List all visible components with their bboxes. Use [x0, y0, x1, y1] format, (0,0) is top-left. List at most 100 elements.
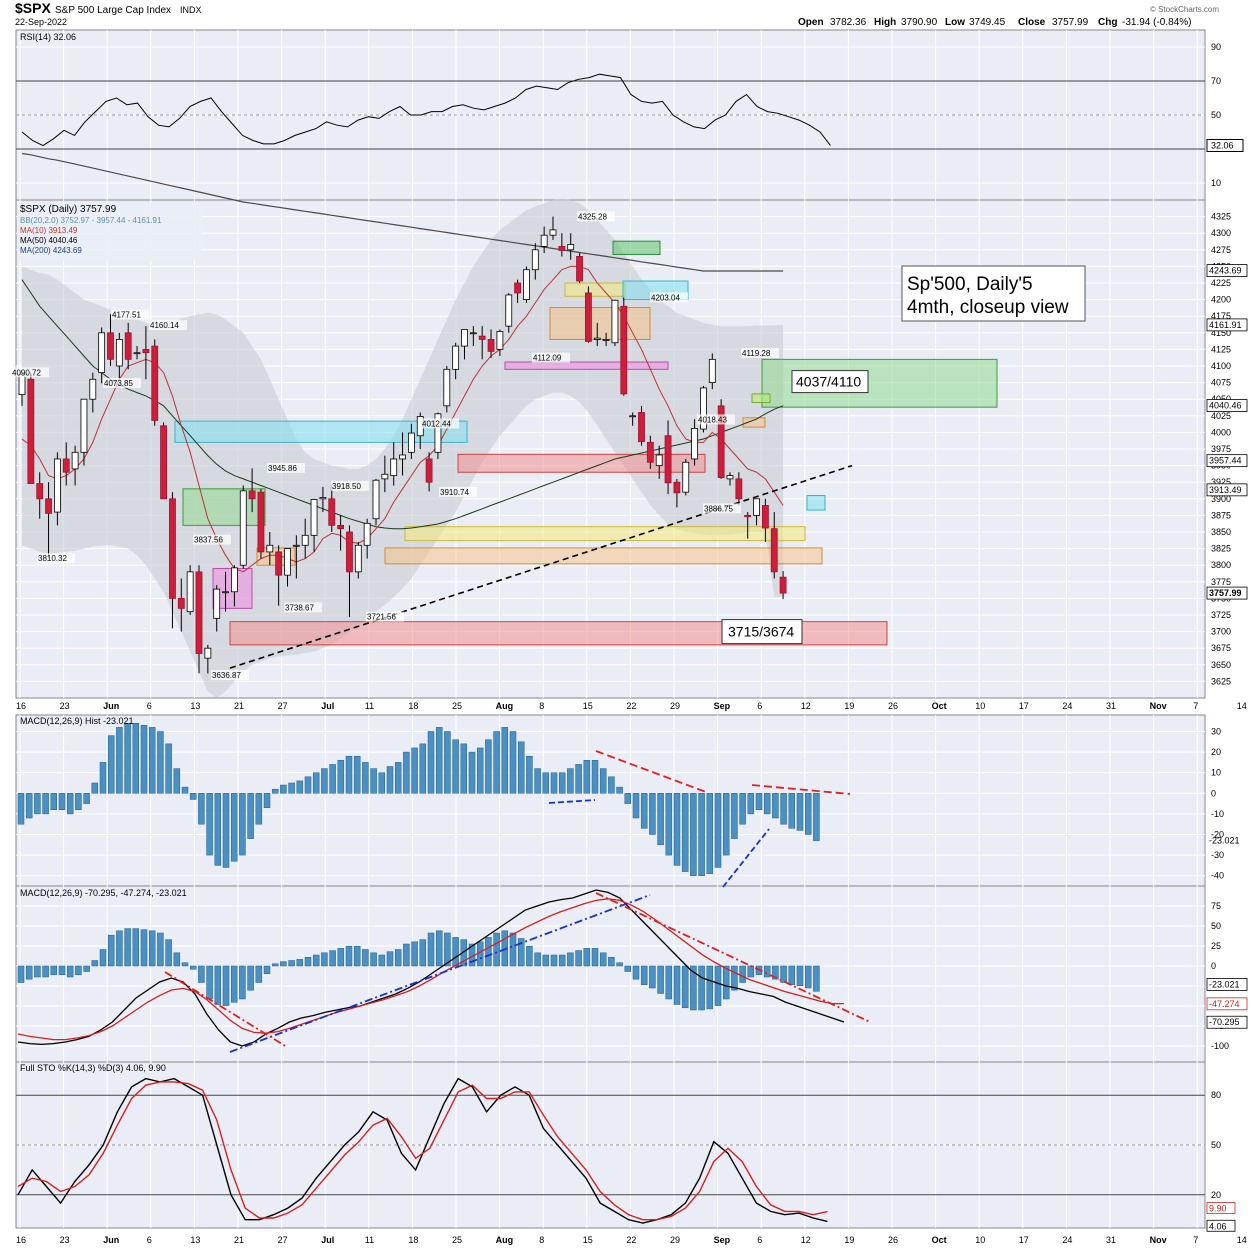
- macd-embedded-bar: [345, 945, 353, 967]
- macd-hist-bar: [690, 793, 697, 876]
- y-tick-label: 4025: [1211, 411, 1231, 421]
- x-tick-label: Nov: [1150, 1235, 1167, 1245]
- x-tick-label: 17: [1019, 701, 1029, 711]
- macd-hist-bar: [796, 793, 804, 831]
- macd_hist-background: [15, 714, 1206, 887]
- macd-embedded-bar: [280, 961, 287, 967]
- macd-embedded-bar: [124, 928, 131, 967]
- macd-hist-bar: [476, 747, 484, 794]
- price-annotation: 3945.86: [268, 464, 297, 473]
- y-tick-label: 4175: [1211, 311, 1231, 321]
- macd-hist-bar: [665, 793, 673, 856]
- macd-embedded-bar: [411, 941, 418, 967]
- candle-body: [407, 432, 415, 453]
- legend-entry: MA(10) 3913.49: [20, 226, 78, 235]
- macd-embedded-bar: [804, 965, 812, 989]
- price-annotation: 3886.75: [704, 504, 733, 513]
- macd-value-label: -47.274: [1209, 999, 1240, 1009]
- sto-value-tag: [1206, 1202, 1236, 1214]
- low-label: Low: [945, 17, 965, 28]
- macd-embedded-bar: [17, 965, 25, 983]
- macd-hist-bar: [83, 793, 90, 804]
- zone-yellow: [404, 526, 806, 542]
- macd-embedded-bar: [772, 965, 779, 980]
- macd-hist-bar: [280, 784, 287, 794]
- candle-body: [177, 598, 185, 609]
- x-tick-label: Oct: [932, 1235, 947, 1245]
- rsi-title: RSI(14) 32.06: [20, 32, 76, 42]
- macd-hist-bar: [558, 772, 566, 794]
- macd-hist-bar: [255, 793, 263, 825]
- macd-embedded-bar: [288, 960, 295, 967]
- price-annotation-bg: [577, 211, 615, 222]
- macd-hist-bar: [353, 755, 361, 794]
- macd-embedded-bar: [50, 965, 58, 976]
- y-tick-label: 3800: [1211, 560, 1231, 570]
- x-tick-label: 23: [60, 701, 70, 711]
- macd-trend-line: [595, 892, 871, 1023]
- macd-hist-bar: [649, 793, 656, 835]
- y-tick-label: -40: [1211, 871, 1224, 881]
- price-title: $SPX (Daily) 3757.99: [20, 204, 117, 215]
- macd-embedded-bar: [485, 937, 492, 967]
- price-annotation-bg: [149, 320, 187, 331]
- macd-hist-bar: [714, 793, 722, 868]
- macd-background: [15, 885, 1206, 1063]
- y-tick-label: 30: [1211, 726, 1221, 736]
- macd-embedded-bar: [353, 945, 361, 967]
- candle-body: [531, 249, 539, 271]
- macd-embedded-bar: [542, 954, 550, 967]
- macd-embedded-bar: [337, 948, 345, 967]
- x-tick-label: 7: [1193, 1235, 1198, 1245]
- candle-body: [319, 497, 327, 500]
- price-annotation: 3810.32: [38, 554, 67, 563]
- candle-body: [602, 339, 610, 341]
- zone-orange: [384, 547, 823, 565]
- y-tick-label: 25: [1211, 941, 1221, 951]
- candle-body: [346, 531, 353, 573]
- x-tick-label: 7: [1193, 701, 1198, 711]
- price-annotation: 4177.51: [112, 311, 141, 320]
- candle-body: [45, 498, 52, 514]
- candle-body: [682, 461, 690, 493]
- macd-embedded-bar: [419, 939, 427, 967]
- chg-value: -31.94 (-0.84%): [1122, 17, 1191, 28]
- macd-hist-bar: [34, 793, 41, 815]
- x-tick-label: Sep: [714, 1235, 731, 1245]
- macd-hist-bar: [591, 760, 599, 794]
- x-tick-label: 13: [190, 701, 200, 711]
- box-label-4037-4110: 4037/4110: [796, 374, 861, 390]
- legend-bg: [17, 203, 202, 261]
- y-tick-label: 4150: [1211, 328, 1231, 338]
- x-tick-label: 6: [757, 1235, 762, 1245]
- macd-hist-bar: [575, 764, 582, 794]
- price-annotation: 4090.72: [12, 368, 41, 377]
- candle-body: [98, 332, 106, 374]
- y-tick-label: 75: [1211, 901, 1221, 911]
- panel-macd_hist: -40 -30 -20 -10 0 10 20 30: [15, 714, 1224, 887]
- macd-hist-bar: [493, 731, 500, 794]
- x-tick-label: 24: [1062, 1235, 1072, 1245]
- x-tick-label: 12: [801, 1235, 811, 1245]
- price-annotation-bg: [532, 352, 570, 363]
- candle-body: [62, 458, 70, 473]
- macd-embedded-bar: [107, 934, 115, 967]
- x-tick-label: 10: [975, 701, 985, 711]
- hist-trend-line: [595, 750, 707, 793]
- macd-hist-bar: [632, 793, 640, 819]
- macd-hist-bar: [312, 772, 320, 794]
- macd-hist-bar: [526, 755, 533, 794]
- macd-hist-bar: [271, 788, 279, 794]
- macd-hist-bar: [337, 760, 345, 794]
- macd-embedded-bar: [517, 938, 525, 967]
- x-tick-label: 12: [801, 701, 811, 711]
- macd-embedded-bar: [239, 965, 246, 1000]
- macd-embedded-bar: [616, 962, 623, 967]
- macd-hist-bar: [772, 793, 779, 819]
- candle-body: [292, 544, 300, 547]
- candle-body: [160, 425, 168, 500]
- macd-embedded-bar: [263, 965, 271, 974]
- candle-body: [505, 294, 513, 327]
- price-value-tag: [1206, 483, 1248, 497]
